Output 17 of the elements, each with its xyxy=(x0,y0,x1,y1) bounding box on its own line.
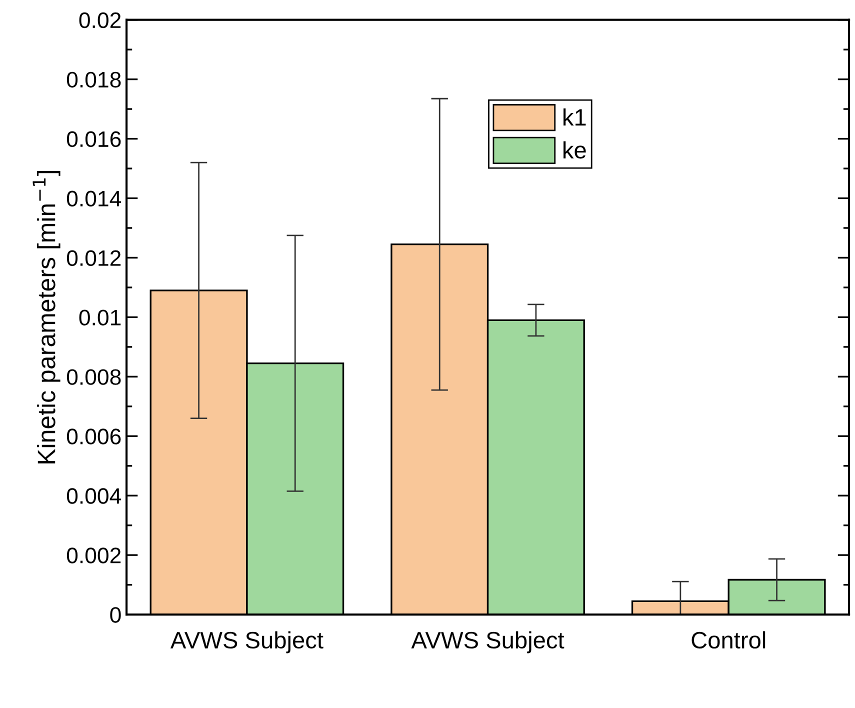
y-tick-label: 0.012 xyxy=(66,250,121,266)
y-tick-label: 0 xyxy=(110,607,121,623)
y-tick-label: 0.016 xyxy=(66,131,121,148)
x-tick-label: AVWS Subject xyxy=(170,631,324,654)
legend-label: ke xyxy=(564,141,586,159)
y-tick-label: 0.002 xyxy=(66,548,121,564)
y-tick-label: 0.006 xyxy=(66,428,121,444)
x-tick-label: Control xyxy=(692,631,766,649)
y-axis-title: Kinetic parameters [min$^{−1}$] xyxy=(32,170,60,464)
y-tick-label: 0.014 xyxy=(66,190,122,207)
y-tick-label: 0.018 xyxy=(66,72,121,88)
x-tick-label: AVWS Subject xyxy=(411,631,564,654)
legend-label: k1 xyxy=(564,108,586,126)
y-tick-label: 0.008 xyxy=(66,369,121,385)
y-tick-label: 0.02 xyxy=(79,12,121,28)
y-tick-label: 0.004 xyxy=(66,488,122,504)
y-tick-label: 0.01 xyxy=(79,310,121,326)
